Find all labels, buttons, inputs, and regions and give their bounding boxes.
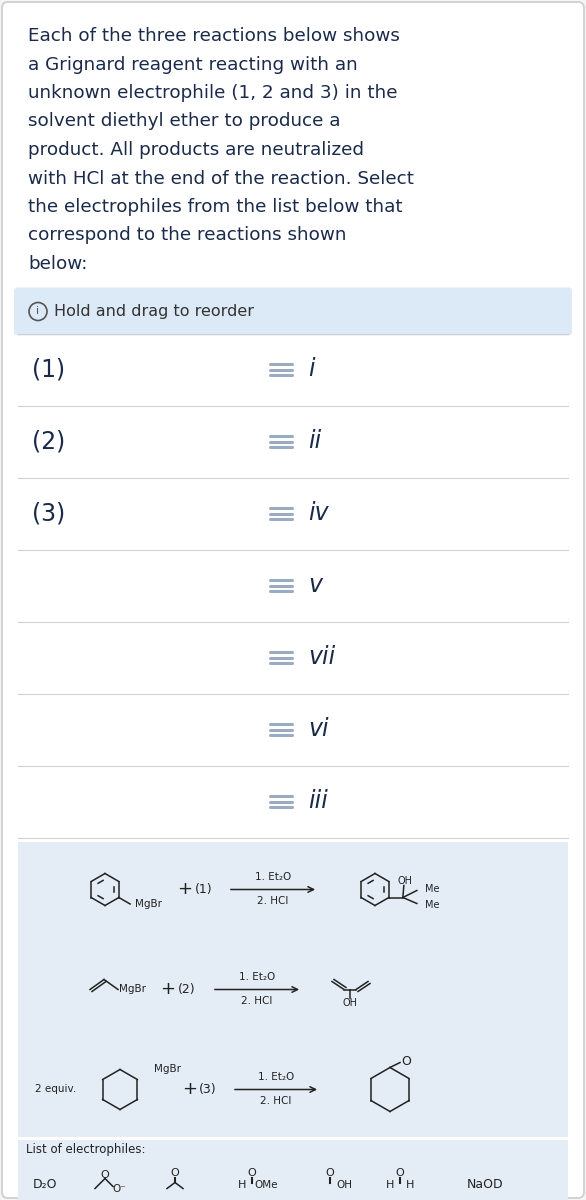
Text: Hold and drag to reorder: Hold and drag to reorder: [54, 304, 254, 319]
Text: 1. Et₂O: 1. Et₂O: [239, 972, 275, 983]
Text: MgBr: MgBr: [118, 984, 145, 995]
Text: vi: vi: [308, 718, 329, 742]
Text: O: O: [248, 1168, 257, 1177]
Text: correspond to the reactions shown: correspond to the reactions shown: [28, 227, 346, 245]
Text: OH: OH: [342, 998, 357, 1008]
Text: i: i: [36, 306, 40, 317]
Text: List of electrophiles:: List of electrophiles:: [26, 1142, 145, 1156]
Text: Me: Me: [425, 883, 440, 894]
Text: O⁻: O⁻: [112, 1183, 126, 1194]
Text: O: O: [401, 1055, 411, 1068]
Text: solvent diethyl ether to produce a: solvent diethyl ether to produce a: [28, 113, 340, 131]
FancyBboxPatch shape: [14, 288, 572, 336]
Text: with HCl at the end of the reaction. Select: with HCl at the end of the reaction. Sel…: [28, 169, 414, 187]
Text: +: +: [161, 980, 175, 998]
Text: v: v: [308, 574, 322, 598]
Text: 2. HCl: 2. HCl: [257, 896, 289, 906]
Text: MgBr: MgBr: [135, 899, 162, 910]
Text: iv: iv: [308, 502, 329, 526]
Text: 2. HCl: 2. HCl: [241, 996, 272, 1007]
Text: D₂O: D₂O: [33, 1178, 57, 1190]
Text: O: O: [396, 1168, 404, 1177]
Text: H: H: [238, 1180, 246, 1189]
Text: MgBr: MgBr: [154, 1064, 181, 1074]
Text: ii: ii: [308, 430, 321, 454]
Text: H: H: [386, 1180, 394, 1189]
Text: (1): (1): [32, 358, 65, 382]
Text: iii: iii: [308, 790, 328, 814]
FancyBboxPatch shape: [18, 1140, 568, 1200]
Text: Each of the three reactions below shows: Each of the three reactions below shows: [28, 26, 400, 44]
Text: (2): (2): [32, 430, 65, 454]
Text: OMe: OMe: [254, 1180, 278, 1189]
Text: (3): (3): [199, 1082, 217, 1096]
Text: O: O: [171, 1168, 179, 1177]
Text: vii: vii: [308, 646, 335, 670]
Text: O: O: [326, 1168, 335, 1177]
Text: (1): (1): [195, 883, 213, 896]
Text: +: +: [182, 1080, 197, 1098]
Text: product. All products are neutralized: product. All products are neutralized: [28, 140, 364, 158]
Text: (3): (3): [32, 502, 65, 526]
FancyBboxPatch shape: [18, 841, 568, 1136]
Text: H: H: [406, 1180, 414, 1189]
Text: NaOD: NaOD: [466, 1178, 503, 1190]
Text: 2 equiv.: 2 equiv.: [35, 1085, 76, 1094]
Text: the electrophiles from the list below that: the electrophiles from the list below th…: [28, 198, 403, 216]
Text: i: i: [308, 358, 315, 382]
Text: OH: OH: [397, 876, 413, 886]
Text: 1. Et₂O: 1. Et₂O: [255, 872, 291, 882]
Text: (2): (2): [178, 983, 196, 996]
Text: below:: below:: [28, 254, 87, 272]
Text: O: O: [101, 1170, 110, 1180]
Text: 2. HCl: 2. HCl: [260, 1097, 292, 1106]
Text: 1. Et₂O: 1. Et₂O: [258, 1073, 294, 1082]
Text: a Grignard reagent reacting with an: a Grignard reagent reacting with an: [28, 55, 357, 73]
Text: +: +: [178, 881, 192, 899]
Text: OH: OH: [336, 1180, 352, 1189]
Text: Me: Me: [425, 900, 440, 911]
Text: unknown electrophile (1, 2 and 3) in the: unknown electrophile (1, 2 and 3) in the: [28, 84, 397, 102]
